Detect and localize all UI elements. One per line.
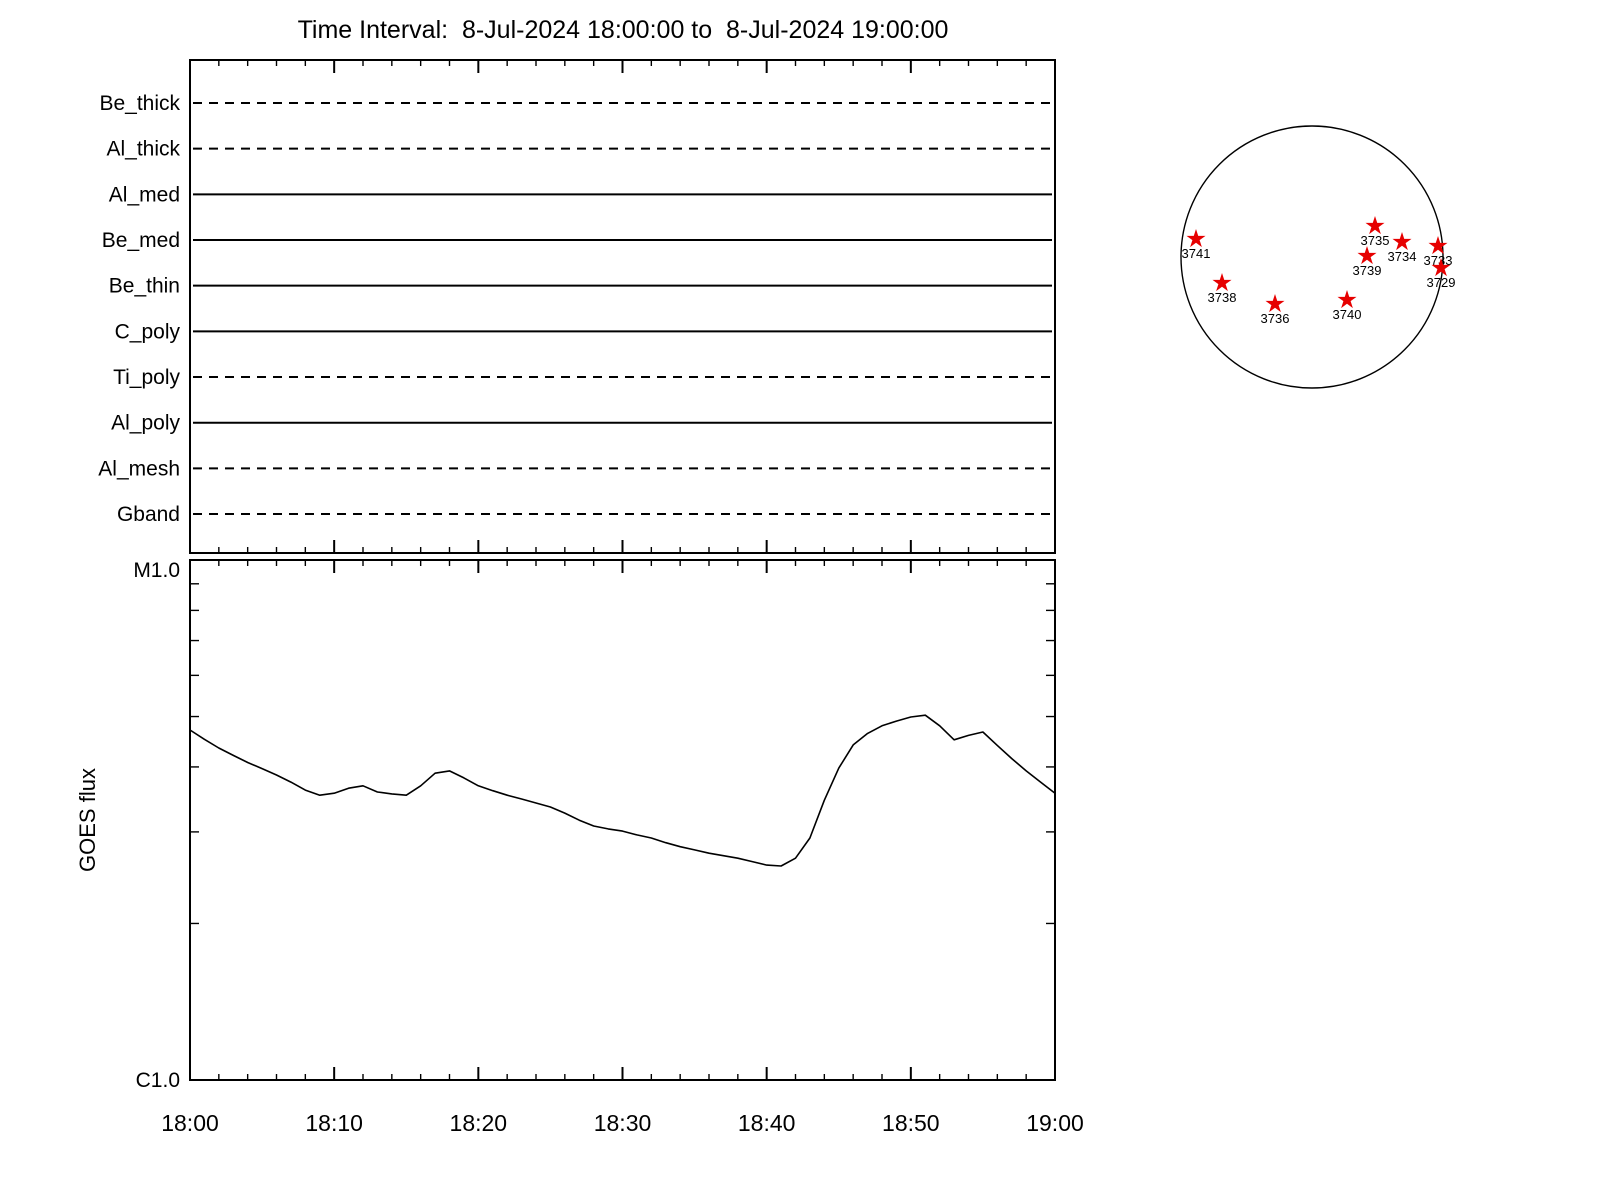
active-region-label-3733: 3733	[1424, 253, 1453, 268]
plot-title: Time Interval: 8-Jul-2024 18:00:00 to 8-…	[297, 16, 949, 44]
x-tick-label: 19:00	[1026, 1110, 1084, 1136]
active-region-star-3741	[1186, 229, 1206, 248]
filter-label-Be_thick: Be_thick	[99, 92, 180, 115]
active-region-star-3740	[1337, 290, 1357, 309]
active-region-label-3738: 3738	[1208, 290, 1237, 305]
goes-flux-curve	[189, 714, 1056, 867]
goes-panel-border	[189, 559, 1056, 1081]
active-region-star-3736	[1265, 294, 1285, 313]
filter-label-Gband: Gband	[117, 503, 180, 526]
filter-panel-border	[189, 59, 1056, 554]
active-region-star-3729	[1431, 258, 1451, 277]
filter-label-Al_med: Al_med	[109, 183, 180, 206]
active-region-label-3735: 3735	[1361, 233, 1390, 248]
solar-disk-inset: 3741 3735 3739 3734 3733 3729 3738 3736 3740	[1180, 125, 1456, 389]
x-tick-label: 18:00	[161, 1110, 219, 1136]
goes-flux-axis-label: GOES flux	[75, 768, 100, 872]
active-region-star-3735	[1365, 216, 1385, 235]
y-bottom-label: C1.0	[136, 1069, 180, 1092]
active-region-label-3729: 3729	[1427, 275, 1456, 290]
active-region-label-3740: 3740	[1333, 307, 1362, 322]
active-region-label-3741: 3741	[1182, 246, 1211, 261]
solar-limb-circle	[1180, 125, 1444, 389]
filter-label-Al_mesh: Al_mesh	[98, 457, 180, 480]
goes-flux-panel: 18:00 18:10 18:20 18:30 18:40 18:50 19:00 M1.0 C…	[75, 559, 1084, 1136]
active-region-star-3738	[1212, 273, 1232, 292]
filter-label-C_poly: C_poly	[115, 320, 181, 343]
filter-label-Be_med: Be_med	[102, 229, 180, 252]
active-region-star-3739	[1357, 246, 1377, 265]
x-tick-label: 18:30	[594, 1110, 652, 1136]
active-region-label-3736: 3736	[1261, 311, 1290, 326]
active-region-star-3733	[1428, 236, 1448, 255]
filter-timeline-panel: Be_thick Al_thick Al_med Be_med Be_thin C_pol…	[98, 59, 1056, 554]
x-tick-label: 18:40	[738, 1110, 796, 1136]
filter-label-Be_thin: Be_thin	[109, 275, 180, 298]
active-region-star-3734	[1392, 232, 1412, 251]
active-region-label-3739: 3739	[1353, 263, 1382, 278]
filter-label-Al_thick: Al_thick	[106, 138, 180, 161]
y-top-label: M1.0	[133, 559, 180, 582]
active-region-label-3734: 3734	[1388, 249, 1417, 264]
filter-label-Al_poly: Al_poly	[111, 412, 180, 435]
filter-label-Ti_poly: Ti_poly	[113, 366, 180, 389]
x-tick-label: 18:20	[450, 1110, 508, 1136]
x-tick-label: 18:50	[882, 1110, 940, 1136]
x-tick-label: 18:10	[305, 1110, 363, 1136]
